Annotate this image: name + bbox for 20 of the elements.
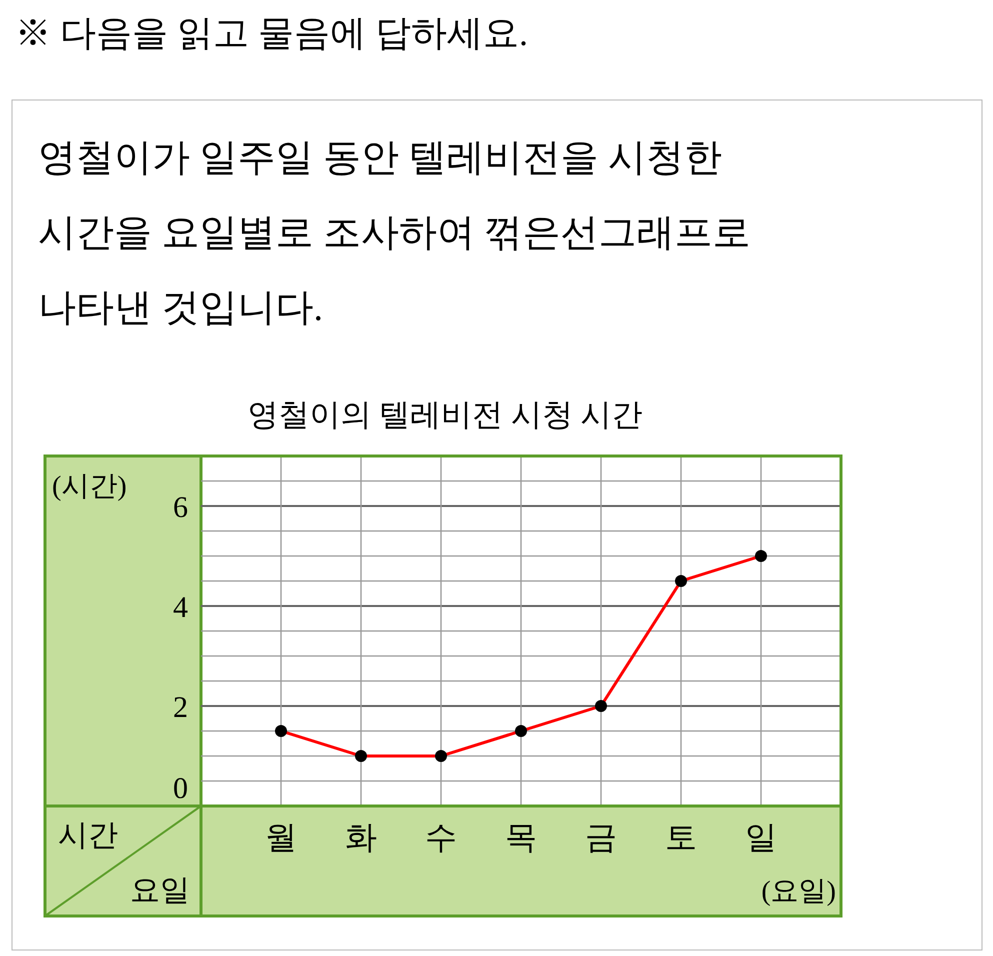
xtick: 목	[505, 819, 537, 855]
annotation: 영철이가 일주일 동안 텔레비전을 시청한	[38, 137, 722, 179]
xtick: 일	[745, 819, 777, 855]
ytick: 4	[173, 591, 188, 624]
annotation: 나타낸 것입니다.	[38, 287, 323, 329]
xtick: 토	[665, 819, 697, 855]
xtick: 금	[585, 819, 617, 855]
title: 영철이의 텔레비전 시청 시간	[247, 397, 643, 432]
ylabel: (시간)	[52, 471, 127, 502]
annotation: 시간을 요일별로 조사하여 꺾은선그래프로	[38, 212, 750, 254]
xtick: 수	[425, 819, 457, 855]
xlabel: (요일)	[761, 876, 836, 907]
xtick: 월	[265, 819, 297, 855]
ytick: 6	[173, 491, 188, 524]
ytick: 0	[173, 772, 188, 805]
annotation: ※ 다음을 읽고 물음에 답하세요.	[15, 13, 528, 53]
ytick: 2	[173, 691, 188, 724]
xtick: 화	[345, 819, 377, 855]
annotation: 요일	[130, 874, 190, 907]
annotation: 시간	[58, 819, 118, 852]
